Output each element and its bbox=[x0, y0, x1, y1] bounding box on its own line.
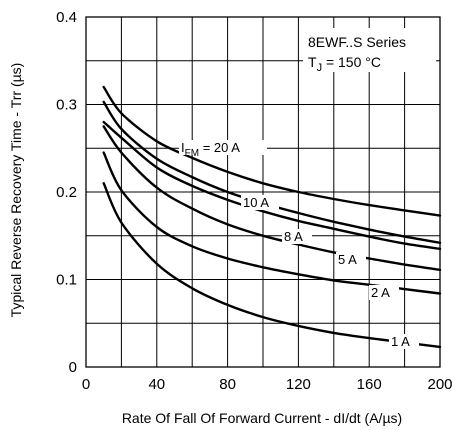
curve-label-background bbox=[241, 195, 279, 210]
junction-temperature-label: TJ = 150 °C bbox=[308, 54, 381, 74]
curve-label: 10 A bbox=[243, 195, 269, 210]
series-curve bbox=[102, 85, 442, 217]
y-tick-label: 0.2 bbox=[56, 184, 77, 201]
x-tick-label: 80 bbox=[219, 376, 236, 393]
y-tick-label: 0.3 bbox=[56, 97, 77, 114]
y-axis-label: Typical Reverse Recovery Time - Trr (µs) bbox=[8, 63, 24, 318]
series-curve bbox=[102, 125, 442, 272]
curve-labels: IFM = 20 A 10 A 8 A 5 A 2 A 1 A bbox=[179, 140, 419, 349]
x-tick-label: 120 bbox=[286, 376, 311, 393]
x-tick-label: 0 bbox=[82, 376, 90, 393]
series-curve bbox=[102, 151, 442, 295]
y-tick-label: 0.1 bbox=[56, 272, 77, 289]
annotation-background bbox=[303, 28, 436, 72]
x-axis-label: Rate Of Fall Of Forward Current - dI/dt … bbox=[122, 410, 402, 426]
curve-group bbox=[102, 85, 442, 349]
series-curve bbox=[102, 100, 442, 244]
curve-label: 8 A bbox=[284, 229, 303, 244]
curve-label-background bbox=[282, 229, 312, 244]
plot-frame bbox=[85, 16, 441, 368]
device-series-label: 8EWF..S Series bbox=[308, 34, 406, 50]
curve-label: 2 A bbox=[371, 285, 390, 300]
curve-label: 1 A bbox=[391, 334, 410, 349]
x-tick-label: 160 bbox=[357, 376, 382, 393]
series-curve bbox=[102, 120, 442, 251]
tick-labels: 0 40 80 120 160 200 0 0.1 0.2 0.3 0.4 bbox=[56, 9, 452, 393]
curve-label-background bbox=[389, 334, 419, 349]
curve-label: 5 A bbox=[338, 252, 357, 267]
series-curve bbox=[102, 182, 442, 349]
y-tick-label: 0 bbox=[69, 359, 77, 376]
x-tick-label: 200 bbox=[427, 376, 452, 393]
curve-label-background bbox=[369, 285, 399, 300]
x-tick-label: 40 bbox=[148, 376, 165, 393]
curve-label: IFM = 20 A bbox=[181, 140, 240, 159]
curve-label-background bbox=[179, 140, 267, 155]
y-tick-label: 0.4 bbox=[56, 9, 77, 26]
curve-label-background bbox=[336, 252, 366, 267]
